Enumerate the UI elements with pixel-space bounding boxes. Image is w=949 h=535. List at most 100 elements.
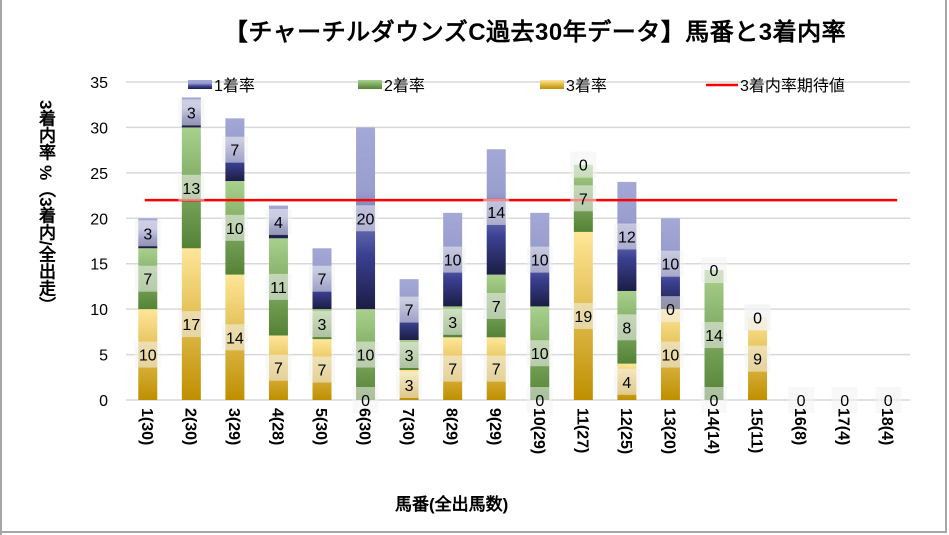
data-label: 0	[884, 393, 893, 410]
data-label: 0	[535, 393, 544, 410]
data-label-bg	[875, 387, 902, 413]
data-label-bg	[570, 302, 597, 329]
data-label: 0	[840, 393, 849, 410]
data-label-bg	[396, 372, 423, 399]
y-tick-label: 20	[90, 211, 108, 228]
x-tick-label: 11(27)	[573, 408, 590, 453]
x-tick-label: 16(8)	[791, 408, 808, 445]
x-tick-label: 5(30)	[312, 408, 329, 445]
x-tick-label: 7(30)	[399, 408, 416, 445]
data-label: 7	[318, 363, 327, 380]
data-label: 19	[574, 309, 592, 326]
data-label: 7	[318, 272, 327, 289]
data-label-bg	[134, 341, 161, 368]
x-tick-label: 6(30)	[356, 408, 373, 445]
data-label: 0	[797, 393, 806, 410]
legend-label: 3着率	[566, 77, 607, 95]
data-label: 0	[666, 302, 675, 319]
x-axis-label: 馬番(全出馬数)	[395, 495, 509, 514]
data-label-bg	[613, 223, 640, 250]
data-label-bg	[396, 342, 423, 369]
data-label: 3	[318, 317, 327, 334]
data-label: 0	[361, 393, 370, 410]
data-label: 10	[662, 348, 680, 365]
data-label-bg	[570, 185, 597, 212]
data-label: 3	[448, 315, 457, 332]
x-tick-label: 13(20)	[660, 408, 677, 454]
data-label-bg	[309, 265, 335, 292]
data-label-bg	[396, 296, 423, 323]
data-label: 3	[187, 105, 196, 122]
data-label: 7	[274, 361, 283, 378]
y-tick-label: 5	[99, 348, 108, 365]
x-tick-label: 4(28)	[268, 408, 285, 445]
data-label-bg	[744, 304, 771, 331]
data-label: 10	[357, 348, 375, 365]
x-tick-label: 10(29)	[530, 408, 547, 454]
chart-border-left	[0, 0, 2, 535]
legend-label: 1着率	[214, 77, 255, 95]
data-label: 11	[270, 280, 287, 297]
data-label-bg	[352, 205, 379, 232]
x-tick-label: 9(29)	[486, 408, 503, 445]
legend-swatch	[540, 80, 564, 89]
data-label: 13	[182, 181, 200, 198]
data-label-bg	[221, 136, 248, 163]
data-label: 4	[274, 215, 283, 232]
data-label: 10	[226, 221, 244, 238]
data-label-bg	[134, 265, 161, 292]
data-label-bg	[439, 308, 466, 335]
data-label-bg	[134, 220, 161, 247]
data-label: 9	[753, 352, 762, 369]
data-label-bg	[483, 292, 510, 319]
legend-item: 3着内率期待値	[706, 77, 845, 95]
data-label-bg	[352, 341, 379, 368]
data-label: 0	[753, 310, 762, 327]
data-label-bg	[483, 355, 510, 382]
x-tick-label: 1(30)	[138, 408, 155, 445]
data-label: 7	[143, 272, 152, 289]
legend-item: 3着率	[540, 77, 607, 95]
x-tick-label: 15(11)	[748, 408, 765, 453]
chart-title: 【チャーチルダウンズC過去30年データ】馬番と3着内率	[223, 19, 847, 46]
data-label: 0	[579, 158, 588, 175]
data-label: 7	[230, 143, 239, 160]
data-label: 7	[492, 362, 501, 379]
data-label-bg	[570, 151, 597, 178]
data-label-bg	[265, 273, 292, 300]
y-tick-label: 0	[99, 393, 108, 410]
data-label: 10	[444, 253, 462, 270]
legend-swatch	[188, 80, 212, 89]
x-tick-label: 2(30)	[181, 408, 198, 445]
data-label-bg	[265, 208, 292, 235]
data-label: 14	[226, 330, 244, 347]
data-label-bg	[439, 246, 466, 273]
x-tick-label: 18(4)	[878, 408, 895, 445]
data-label: 7	[492, 299, 501, 316]
data-label-bg	[178, 99, 205, 126]
data-label: 3	[405, 348, 414, 365]
data-label-bg	[352, 387, 379, 413]
data-label-bg	[309, 356, 335, 383]
data-label: 12	[618, 229, 636, 246]
x-tick-label: 17(4)	[835, 408, 852, 445]
data-label-bg	[483, 198, 510, 225]
data-label: 10	[662, 257, 680, 274]
data-label: 10	[139, 348, 157, 365]
data-label-bg	[526, 246, 553, 273]
data-label: 3	[405, 378, 414, 395]
data-label: 8	[622, 320, 631, 337]
data-label: 4	[622, 375, 631, 392]
y-tick-label: 15	[90, 257, 108, 274]
data-label-bg	[701, 257, 727, 284]
data-label-bg	[613, 314, 640, 341]
data-label: 0	[710, 393, 719, 410]
data-label: 0	[710, 263, 719, 280]
data-label-bg	[788, 387, 815, 413]
data-label-bg	[526, 340, 553, 367]
data-label: 7	[579, 191, 588, 208]
data-label-bg	[701, 387, 727, 413]
x-tick-label: 14(14)	[704, 408, 721, 454]
